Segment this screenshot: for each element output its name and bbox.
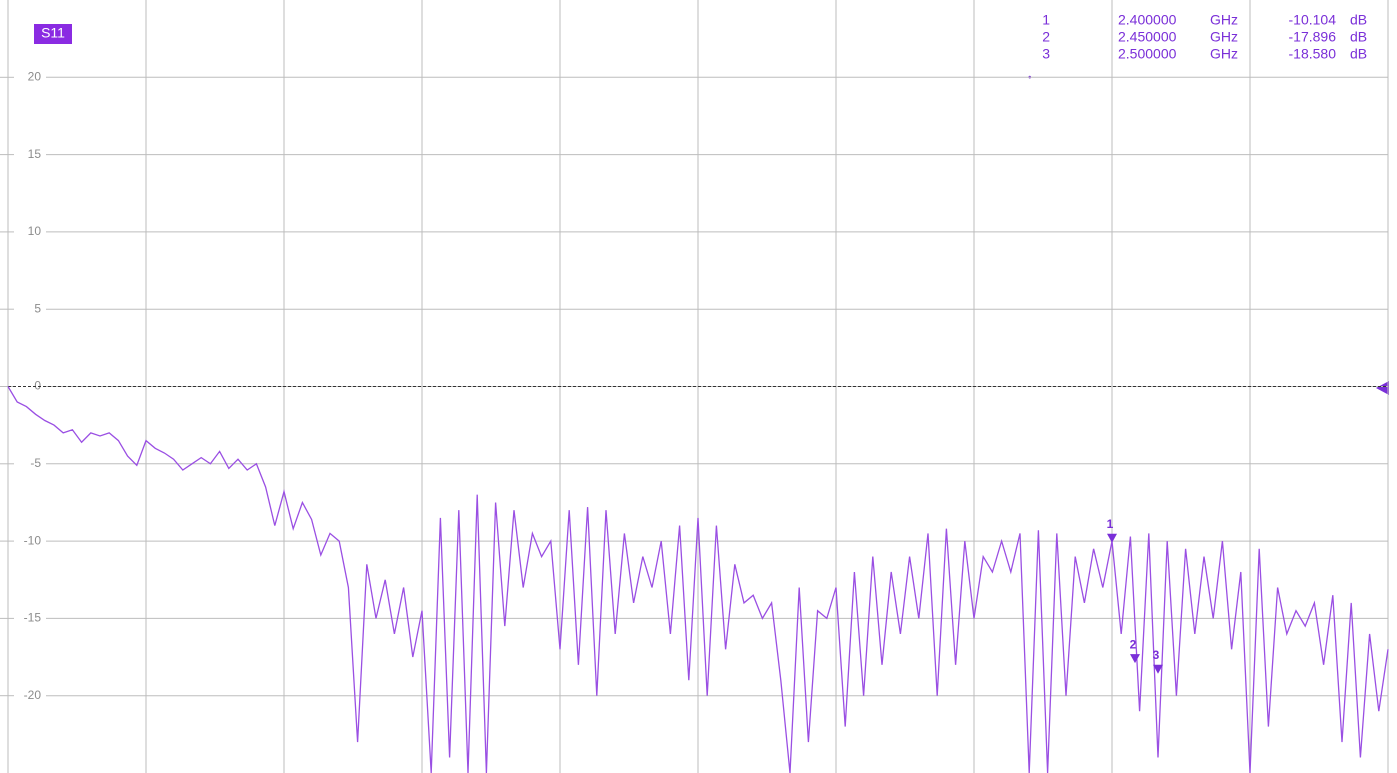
marker-table-value: -18.580	[1289, 46, 1337, 62]
marker-table-value: -10.104	[1289, 12, 1337, 28]
reference-arrow	[1376, 381, 1389, 395]
y-tick-label: -20	[24, 688, 42, 702]
y-tick-label: -5	[30, 456, 41, 470]
marker-table-value-unit: dB	[1350, 46, 1367, 62]
marker-table-value: -17.896	[1289, 29, 1337, 45]
marker-triangle	[1130, 654, 1140, 664]
marker-number: 2	[1130, 637, 1137, 651]
marker-table-value-unit: dB	[1350, 12, 1367, 28]
y-tick-label: 0	[34, 379, 41, 393]
marker-table-frequency: 2.500000	[1118, 46, 1177, 62]
y-tick-label: 10	[28, 224, 42, 238]
marker-triangle	[1107, 533, 1117, 543]
marker-table-number: 1	[1042, 12, 1050, 28]
y-tick-label: -10	[24, 533, 42, 547]
marker-table-frequency-unit: GHz	[1210, 12, 1238, 28]
marker-triangle	[1153, 664, 1163, 674]
trace	[7, 386, 1389, 773]
marker-number: 1	[1107, 517, 1114, 531]
trace-label: S11	[41, 25, 65, 41]
marker-table-number: 2	[1042, 29, 1050, 45]
trace-badge	[34, 24, 72, 44]
marker-table-value-unit: dB	[1350, 29, 1367, 45]
marker-table-frequency-unit: GHz	[1210, 29, 1238, 45]
y-tick-label: 5	[34, 301, 41, 315]
marker-table-frequency: 2.400000	[1118, 12, 1177, 28]
y-tick-label: 20	[28, 69, 42, 83]
active-marker-dot: •	[1028, 73, 1032, 84]
marker-table-number: 3	[1042, 46, 1050, 62]
marker-table-frequency-unit: GHz	[1210, 46, 1238, 62]
y-tick-label: -15	[24, 611, 42, 625]
y-tick-label: 15	[28, 147, 42, 161]
marker-number: 3	[1153, 648, 1160, 662]
marker-table-frequency: 2.450000	[1118, 29, 1177, 45]
